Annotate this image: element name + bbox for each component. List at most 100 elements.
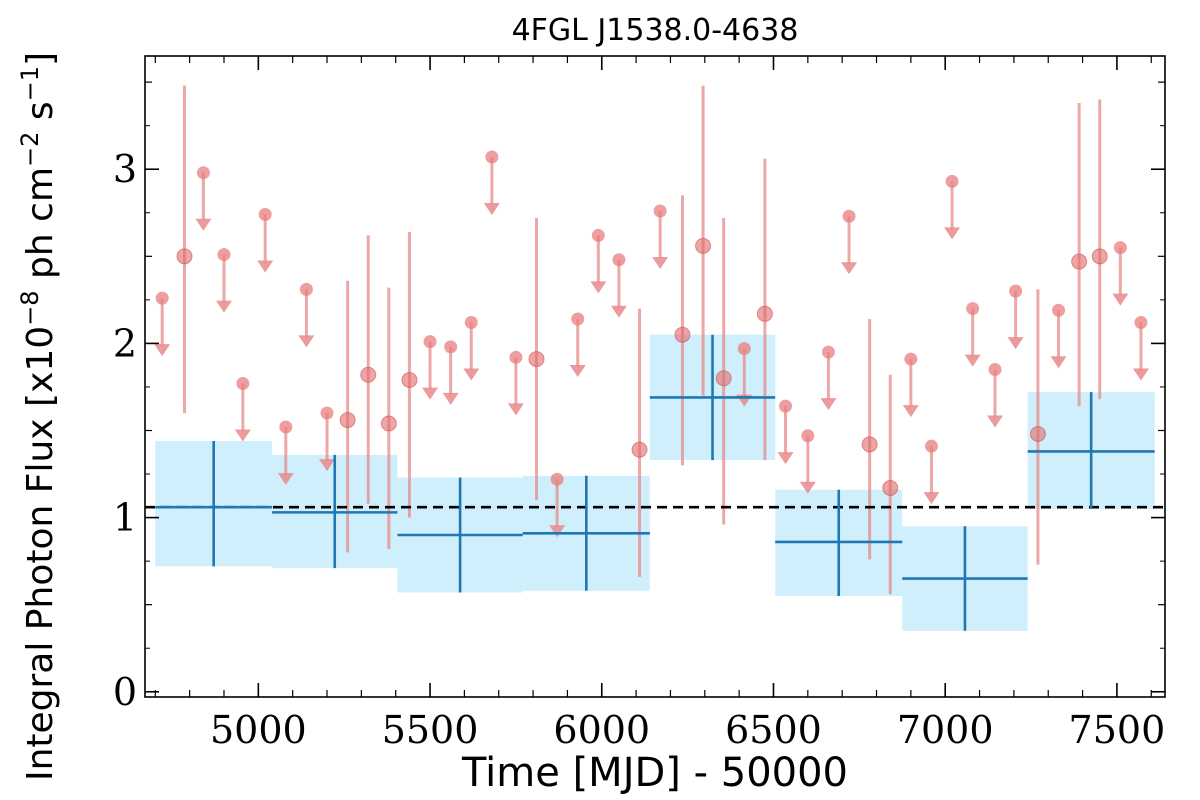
upper-limit-arrowhead	[777, 452, 794, 465]
upper-limit-marker	[945, 174, 959, 188]
short-bin-marker	[1071, 253, 1088, 270]
upper-limit-arrowhead	[442, 392, 459, 405]
upper-limit-marker	[966, 302, 980, 316]
short-bin-marker	[380, 415, 397, 432]
upper-limit-marker	[258, 208, 272, 222]
short-bin-marker	[401, 371, 418, 388]
x-tick-label: 6500	[725, 708, 822, 752]
upper-limit-marker	[299, 282, 313, 296]
x-tick-label: 5500	[382, 708, 479, 752]
short-bin-marker	[882, 479, 899, 496]
upper-limit-marker	[236, 376, 250, 390]
upper-limit-marker	[924, 439, 938, 453]
y-tick-label: 3	[113, 147, 137, 191]
upper-limit-arrowhead	[610, 305, 627, 318]
upper-limit-marker	[423, 335, 437, 349]
upper-limit-marker	[737, 342, 751, 356]
upper-limit-arrowhead	[1050, 356, 1067, 369]
upper-limit-marker	[155, 291, 169, 305]
upper-limit-marker	[653, 204, 667, 218]
upper-limit-marker	[801, 429, 815, 443]
short-bin-marker	[528, 351, 545, 368]
upper-limit-marker	[1113, 241, 1127, 255]
upper-limit-arrowhead	[298, 335, 315, 348]
short-bin-marker	[674, 326, 691, 343]
upper-limit-arrowhead	[549, 525, 566, 538]
plot-frame	[144, 55, 1166, 698]
upper-limit-marker	[485, 150, 499, 164]
upper-limit-arrowhead	[944, 227, 961, 240]
upper-limit-marker	[320, 406, 334, 420]
upper-limit-marker	[779, 399, 793, 413]
short-bin-marker	[695, 237, 712, 254]
upper-limit-marker	[550, 472, 564, 486]
upper-limit-marker	[591, 228, 605, 242]
y-axis-label: Integral Photon Flux [x10−8 ph cm−2 s−1]	[16, 52, 61, 781]
y-tick-label: 0	[113, 670, 137, 714]
upper-limit-arrowhead	[234, 429, 251, 442]
upper-limit-arrowhead	[902, 405, 919, 418]
upper-limit-arrowhead	[277, 473, 294, 486]
upper-limit-arrowhead	[987, 415, 1003, 428]
upper-limit-arrowhead	[507, 403, 524, 416]
y-axis-label-exp: −1	[16, 66, 44, 101]
x-axis-label: Time [MJD] - 50000	[461, 750, 848, 796]
y-axis-label-part: ph cm	[20, 167, 61, 290]
upper-limit-arrowhead	[590, 281, 607, 294]
y-axis-label-exp: −2	[16, 132, 44, 167]
upper-limit-marker	[217, 248, 231, 262]
upper-limit-arrowhead	[319, 459, 336, 472]
short-bin-marker	[631, 441, 648, 458]
upper-limit-arrowhead	[257, 260, 274, 273]
y-tick-label: 2	[113, 321, 137, 365]
upper-limit-arrowhead	[841, 262, 858, 275]
short-bin-marker	[176, 248, 193, 265]
short-bin-marker	[1091, 248, 1108, 265]
y-tick-label: 1	[113, 496, 137, 540]
upper-limit-arrowhead	[923, 492, 940, 505]
x-tick-label: 6000	[553, 708, 650, 752]
upper-limit-arrowhead	[215, 300, 232, 313]
upper-limit-arrowhead	[652, 257, 669, 270]
upper-limit-arrowhead	[154, 344, 171, 357]
upper-limit-arrowhead	[1112, 293, 1129, 306]
short-bin-marker	[756, 305, 773, 322]
upper-limit-arrowhead	[964, 354, 981, 367]
upper-limit-marker	[444, 340, 458, 354]
upper-limit-marker	[1052, 303, 1066, 317]
x-tick-label: 7000	[897, 708, 994, 752]
upper-limit-marker	[1009, 284, 1023, 298]
chart-title: 4FGL J1538.0-4638	[512, 13, 799, 48]
upper-limit-marker	[571, 312, 585, 326]
upper-limit-marker	[904, 352, 918, 366]
upper-limit-marker	[196, 166, 210, 180]
short-bin-marker	[861, 436, 878, 453]
upper-limit-arrowhead	[195, 218, 212, 231]
short-bin-marker	[339, 412, 356, 429]
upper-limit-marker	[509, 350, 523, 364]
x-tick-label: 7500	[1069, 708, 1166, 752]
plot-area	[145, 85, 1165, 631]
upper-limit-marker	[842, 209, 856, 223]
upper-limit-marker	[821, 345, 835, 359]
short-bin-marker	[360, 366, 377, 383]
upper-limit-arrowhead	[820, 398, 837, 411]
upper-limit-arrowhead	[569, 365, 586, 378]
short-bin-marker	[715, 370, 732, 387]
upper-limit-marker	[464, 316, 478, 330]
upper-limit-marker	[988, 363, 1002, 377]
y-axis-label-part: ]	[20, 52, 61, 66]
upper-limit-arrowhead	[1007, 337, 1024, 350]
x-tick-label: 5000	[210, 708, 307, 752]
upper-limit-marker	[279, 420, 293, 434]
y-axis-label-exp: −8	[16, 290, 44, 325]
axis-ticks: 5000 5500 6000 6500 7000 7500 0 1 2 3	[113, 56, 1165, 752]
upper-limit-marker	[1134, 316, 1148, 330]
upper-limit-arrowhead	[422, 387, 439, 400]
upper-limit-arrowhead	[463, 368, 480, 381]
y-axis-label-part: Integral Photon Flux [x10	[20, 326, 61, 781]
upper-limit-arrowhead	[1132, 368, 1149, 381]
upper-limit-arrowhead	[799, 481, 816, 494]
upper-limit-marker	[612, 253, 626, 267]
